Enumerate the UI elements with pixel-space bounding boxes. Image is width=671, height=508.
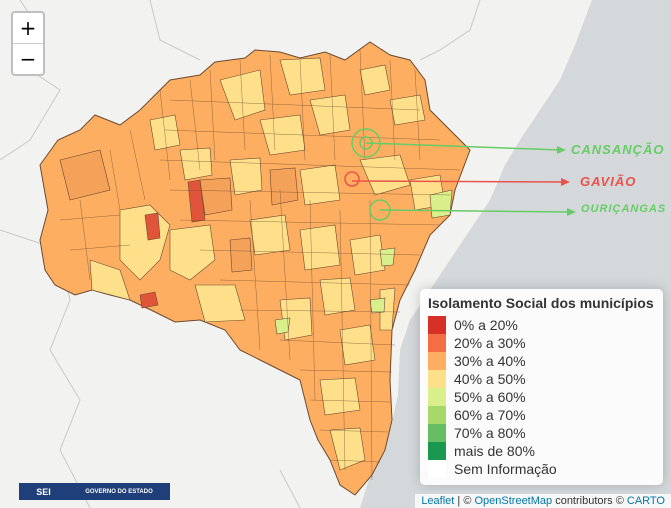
legend-item: 30% a 40% [428, 352, 655, 370]
state-bahia [39, 41, 471, 496]
osm-link[interactable]: OpenStreetMap [474, 495, 553, 507]
legend-swatch [428, 334, 446, 352]
zoom-out-button[interactable]: − [13, 43, 43, 74]
leaflet-link[interactable]: Leaflet [421, 495, 455, 507]
legend-item: 60% a 70% [428, 406, 655, 424]
logo-bar: SEI GOVERNO DO ESTADO [19, 483, 170, 500]
legend-item: Sem Informação [428, 460, 655, 478]
legend-swatch [428, 316, 446, 334]
municipal-borders [59, 49, 461, 481]
legend-item: 40% a 50% [428, 370, 655, 388]
zoom-in-button[interactable]: + [19, 16, 37, 40]
legend-label: 70% a 80% [454, 425, 526, 441]
legend-label: 30% a 40% [454, 353, 526, 369]
label-cansancao: CANSANÇÃO [571, 142, 665, 157]
attribution-contributors: contributors © [552, 495, 627, 507]
cansancao-marker [351, 128, 566, 158]
legend-label: Sem Informação [454, 461, 557, 477]
legend-item: 50% a 60% [428, 388, 655, 406]
class-40-50-regions [89, 57, 446, 471]
attribution: Leaflet | © OpenStreetMap contributors ©… [415, 494, 671, 508]
legend-swatch [428, 442, 446, 460]
legend-label: 40% a 50% [454, 371, 526, 387]
legend-swatch [428, 424, 446, 442]
attribution-separator: | © [454, 495, 475, 507]
legend-item: 70% a 80% [428, 424, 655, 442]
government-logo: GOVERNO DO ESTADO [85, 488, 153, 495]
label-gaviao: GAVIÃO [580, 174, 637, 189]
legend-label: 20% a 30% [454, 335, 526, 351]
ouricangas-marker [369, 199, 576, 221]
legend-swatch [428, 352, 446, 370]
legend-label: 0% a 20% [454, 317, 518, 333]
zoom-control: + − [11, 11, 45, 76]
label-ouricangas: OURIÇANGAS [581, 203, 667, 215]
legend-title: Isolamento Social dos municípios [428, 295, 654, 311]
legend-item: 20% a 30% [428, 334, 655, 352]
legend-swatch [428, 388, 446, 406]
legend-item: 0% a 20% [428, 316, 655, 334]
sei-logo: SEI [36, 486, 51, 497]
legend-label: mais de 80% [454, 443, 535, 459]
class-20-30-regions [59, 149, 299, 273]
legend-swatch [428, 406, 446, 424]
legend-swatch [428, 460, 446, 478]
carto-link[interactable]: CARTO [626, 495, 665, 507]
gaviao-marker [344, 171, 570, 187]
legend-label: 50% a 60% [454, 389, 526, 405]
legend: Isolamento Social dos municípios 0% a 20… [420, 289, 663, 485]
legend-swatch [428, 370, 446, 388]
legend-label: 60% a 70% [454, 407, 526, 423]
legend-item: mais de 80% [428, 442, 655, 460]
